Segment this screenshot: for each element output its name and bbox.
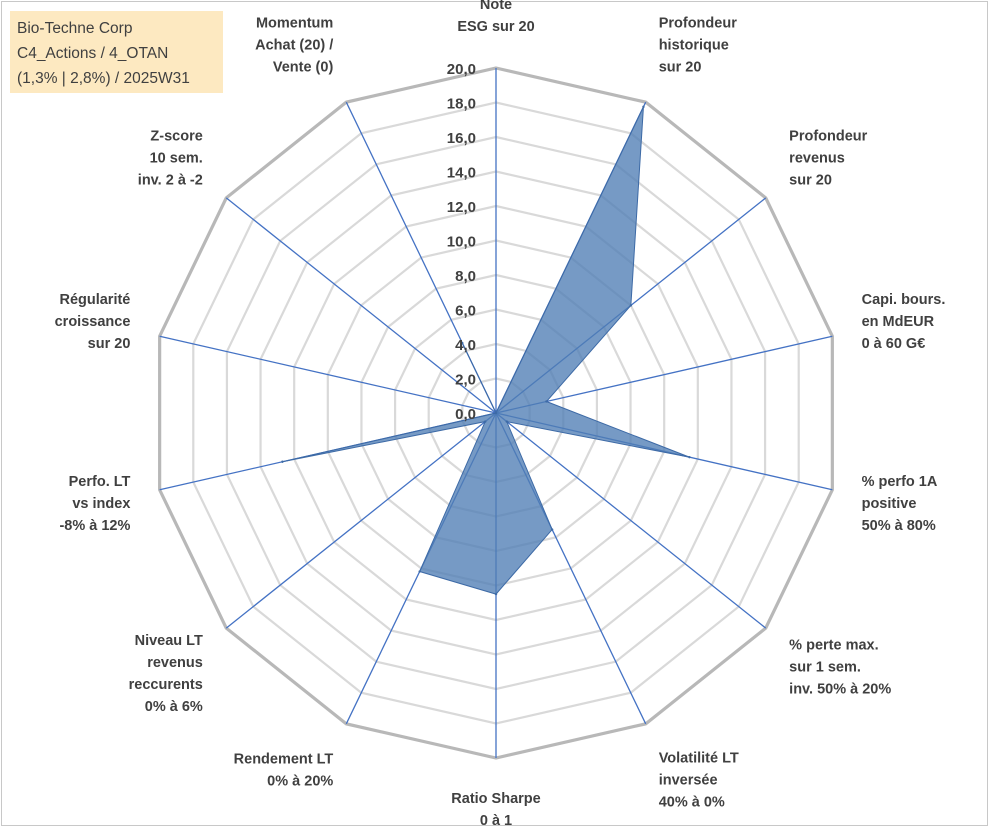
data-point <box>688 455 691 459</box>
info-box: Bio-Techne Corp C4_Actions / 4_OTAN (1,3… <box>10 11 223 93</box>
axis-label-line: sur 20 <box>659 59 702 75</box>
axis-label-line: 0 à 60 G€ <box>862 336 926 352</box>
axis-label-line: Capi. bours. <box>862 292 946 308</box>
axis-label-line: reccurents <box>129 677 203 693</box>
axis-label-line: historique <box>659 37 729 53</box>
axis-label: % perfo 1A positive 50% à 80% <box>862 474 938 534</box>
axis-spoke <box>159 335 497 414</box>
axis-label: Régularité croissance sur 20 <box>55 292 131 352</box>
axis-label-line: 0% à 6% <box>145 699 203 715</box>
company-name: Bio-Techne Corp <box>17 20 133 37</box>
axis-label: Capi. bours. en MdEUR 0 à 60 G€ <box>862 292 946 352</box>
data-point <box>281 460 284 463</box>
data-point <box>629 304 633 307</box>
tick-label: 10,0 <box>447 234 476 251</box>
axis-label: Note ESG sur 20 <box>457 0 534 35</box>
axis-label-line: inv. 2 à -2 <box>138 173 203 189</box>
axis-label: Z-score 10 sem. inv. 2 à -2 <box>138 129 203 189</box>
axis-label-line: Note <box>480 0 512 13</box>
axis-label-line: 50% à 80% <box>862 518 936 534</box>
tick-label: 20,0 <box>447 61 476 78</box>
axis-label-line: revenus <box>789 151 845 167</box>
data-point <box>545 400 548 403</box>
portfolio-category: C4_Actions / 4_OTAN <box>17 45 169 62</box>
data-point <box>461 341 464 345</box>
axis-label-line: en MdEUR <box>862 314 935 330</box>
axis-label: Profondeur revenus sur 20 <box>789 129 867 189</box>
data-point <box>484 420 487 423</box>
axis-label-line: positive <box>862 496 917 512</box>
axis-label: Rendement LT 0% à 20% <box>234 752 334 790</box>
axis-spoke <box>225 412 497 629</box>
axis-spoke <box>495 335 833 414</box>
axis-label: Volatilité LT inversée 40% à 0% <box>659 751 739 811</box>
period-info: (1,3% | 2,8%) / 2025W31 <box>17 70 190 87</box>
tick-label: 4,0 <box>455 337 476 354</box>
axis-label: Profondeur historique sur 20 <box>659 15 737 75</box>
axis-label-line: Achat (20) / <box>255 37 333 53</box>
axis-label-line: Perfo. LT <box>69 474 131 490</box>
data-point <box>550 528 554 531</box>
data-point <box>494 592 498 596</box>
tick-label: 8,0 <box>455 268 476 285</box>
axis-labels: Note ESG sur 20 Profondeur historique sur 20… <box>55 0 946 829</box>
axis-label: % perte max. sur 1 sem. inv. 50% à 20% <box>789 637 891 697</box>
data-point <box>505 420 508 423</box>
tick-label: 16,0 <box>447 130 476 147</box>
axis-label-line: Z-score <box>150 129 202 145</box>
axis-label: Perfo. LT vs index -8% à 12% <box>59 474 130 534</box>
axis-spoke <box>225 197 497 414</box>
axis-label-line: Vente (0) <box>273 59 334 75</box>
data-point <box>418 570 421 573</box>
data-point <box>494 411 498 415</box>
radar-series <box>281 105 691 596</box>
axis-label-line: Ratio Sharpe <box>451 791 540 807</box>
tick-label: 12,0 <box>447 199 476 216</box>
tick-label: 18,0 <box>447 96 476 113</box>
axis-label-line: sur 20 <box>789 173 832 189</box>
axis-label-line: 40% à 0% <box>659 795 725 811</box>
axis-label-line: Profondeur <box>789 129 867 145</box>
axis-label-line: vs index <box>72 496 130 512</box>
axis-label-line: Régularité <box>59 292 130 308</box>
axis-label-line: sur 20 <box>88 336 131 352</box>
axis-label-line: % perfo 1A <box>862 474 938 490</box>
axis-label-line: 0% à 20% <box>267 774 333 790</box>
axis-label-line: Momentum <box>256 15 333 31</box>
axis-label-line: croissance <box>55 314 131 330</box>
radial-tick-labels: 0,0 2,0 4,0 6,0 8,0 10,0 12,0 14,0 16,0 18,0 20,0 <box>447 61 476 423</box>
axis-label-line: inv. 50% à 20% <box>789 681 891 697</box>
data-point <box>642 105 645 109</box>
axis-label: Niveau LT revenus reccurents 0% à 6% <box>129 633 203 715</box>
axis-label-line: sur 1 sem. <box>789 659 861 675</box>
axis-label: Momentum Achat (20) / Vente (0) <box>255 15 333 75</box>
axis-label-line: Profondeur <box>659 15 737 31</box>
axis-label-line: revenus <box>147 655 203 671</box>
tick-label: 14,0 <box>447 165 476 182</box>
axis-label-line: -8% à 12% <box>59 518 130 534</box>
tick-label: 2,0 <box>455 372 476 389</box>
axis-label-line: inversée <box>659 773 718 789</box>
axis-label-line: 10 sem. <box>150 151 203 167</box>
axis-label-line: Rendement LT <box>234 752 334 768</box>
tick-label: 0,0 <box>455 406 476 423</box>
axis-label-line: Volatilité LT <box>659 751 739 767</box>
tick-label: 6,0 <box>455 303 476 320</box>
axis-label-line: % perte max. <box>789 637 878 653</box>
series-area <box>282 106 690 595</box>
axis-label: Ratio Sharpe 0 à 1 <box>451 791 540 829</box>
axis-spoke <box>495 412 767 629</box>
axis-label-line: Niveau LT <box>135 633 203 649</box>
axis-label-line: ESG sur 20 <box>457 19 534 35</box>
axis-label-line: 0 à 1 <box>480 813 512 829</box>
